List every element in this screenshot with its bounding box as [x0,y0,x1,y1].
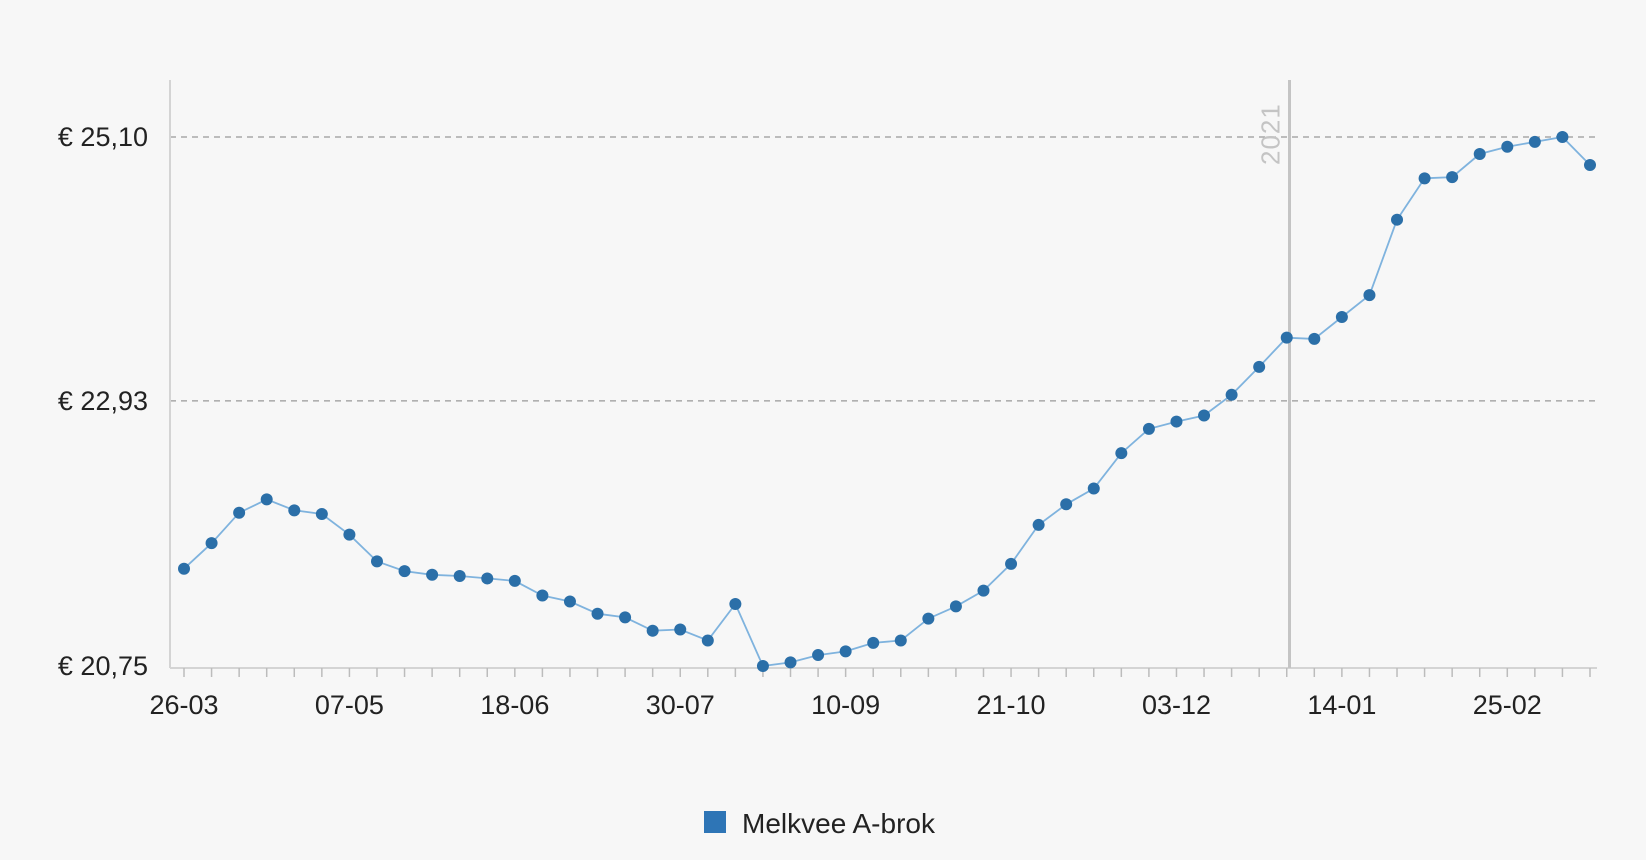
data-point[interactable] [1418,172,1431,185]
data-point[interactable] [343,528,356,541]
data-point[interactable] [1280,331,1293,344]
data-point[interactable] [1198,409,1211,422]
data-point[interactable] [481,572,494,585]
data-point[interactable] [1115,447,1128,460]
data-point[interactable] [508,574,521,587]
data-point[interactable] [784,656,797,669]
x-tick-label: 07-05 [315,690,384,720]
data-point[interactable] [867,636,880,649]
data-point[interactable] [260,493,273,506]
data-point[interactable] [205,537,218,550]
data-point[interactable] [536,589,549,602]
data-point[interactable] [426,568,439,581]
data-point[interactable] [288,504,301,517]
data-point[interactable] [1005,557,1018,570]
data-point[interactable] [1335,310,1348,323]
y-tick-label: € 25,10 [58,122,148,152]
gridlines [170,136,1597,402]
x-tick-label: 25-02 [1473,690,1542,720]
data-point[interactable] [563,595,576,608]
data-point[interactable] [1170,415,1183,428]
data-point[interactable] [233,506,246,519]
series-melkvee-a-brok [178,131,1596,672]
year-label: 2021 [1256,103,1286,165]
data-point[interactable] [1032,518,1045,531]
data-point[interactable] [949,600,962,613]
data-point[interactable] [1473,148,1486,161]
x-tick-label: 26-03 [149,690,218,720]
data-point[interactable] [398,565,411,578]
data-point[interactable] [729,597,742,610]
legend-label[interactable]: Melkvee A-brok [742,808,936,839]
data-point[interactable] [1087,482,1100,495]
data-point[interactable] [370,555,383,568]
data-point[interactable] [701,634,714,647]
x-tick-label: 30-07 [646,690,715,720]
data-point[interactable] [1060,498,1073,511]
data-point[interactable] [977,584,990,597]
data-point[interactable] [812,649,825,662]
data-point[interactable] [922,612,935,625]
data-point[interactable] [894,634,907,647]
data-point[interactable] [674,623,687,636]
x-tick-label: 21-10 [977,690,1046,720]
data-point[interactable] [646,624,659,637]
data-point[interactable] [1142,422,1155,435]
x-tick-label: 18-06 [480,690,549,720]
data-point[interactable] [1528,135,1541,148]
data-point[interactable] [1584,158,1596,171]
year-annotation: 2021 [1256,80,1292,668]
legend: Melkvee A-brok [704,808,936,839]
series-line [183,136,1591,667]
data-point[interactable] [1556,131,1569,143]
data-point[interactable] [1501,140,1514,153]
x-tick-label: 14-01 [1307,690,1376,720]
y-tick-label: € 22,93 [58,386,148,416]
data-point[interactable] [1446,171,1459,184]
data-point[interactable] [1253,360,1266,373]
data-point[interactable] [591,607,604,620]
data-point[interactable] [619,611,632,624]
data-point[interactable] [1225,388,1238,401]
data-point[interactable] [453,570,466,583]
data-point[interactable] [315,507,328,520]
data-point[interactable] [178,562,190,575]
data-point[interactable] [1363,289,1376,302]
data-point[interactable] [756,660,769,672]
data-point[interactable] [1308,332,1321,345]
x-tick-label: 10-09 [811,690,880,720]
y-tick-label: € 20,75 [58,651,148,681]
data-point[interactable] [839,645,852,658]
data-point[interactable] [1391,213,1404,226]
legend-swatch[interactable] [704,811,726,833]
x-tick-label: 03-12 [1142,690,1211,720]
